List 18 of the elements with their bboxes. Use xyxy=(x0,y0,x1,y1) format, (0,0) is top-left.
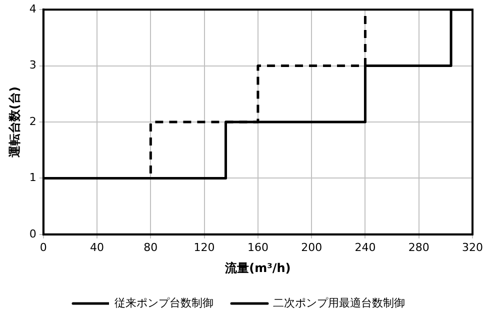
y-tick-label: 2 xyxy=(29,114,36,128)
x-tick-label: 240 xyxy=(354,240,376,254)
x-tick-label: 320 xyxy=(462,240,483,254)
y-axis-title: 運転台数(台) xyxy=(7,86,22,158)
legend-label: 従来ポンプ台数制御 xyxy=(114,296,214,310)
y-tick-label: 0 xyxy=(29,227,36,240)
y-tick-label: 4 xyxy=(29,2,36,16)
legend-label: 二次ポンプ用最適台数制御 xyxy=(273,296,405,310)
y-tick-label: 1 xyxy=(29,171,36,184)
x-axis-title: 流量(m³/h) xyxy=(224,260,291,275)
x-tick-label: 280 xyxy=(408,240,430,254)
x-tick-label: 120 xyxy=(194,240,215,254)
x-tick-label: 40 xyxy=(90,240,104,254)
x-tick-label: 80 xyxy=(144,240,158,254)
x-tick-label: 0 xyxy=(40,240,47,254)
x-tick-label: 200 xyxy=(301,240,322,254)
y-tick-label: 3 xyxy=(29,58,36,72)
x-tick-label: 160 xyxy=(247,240,268,254)
